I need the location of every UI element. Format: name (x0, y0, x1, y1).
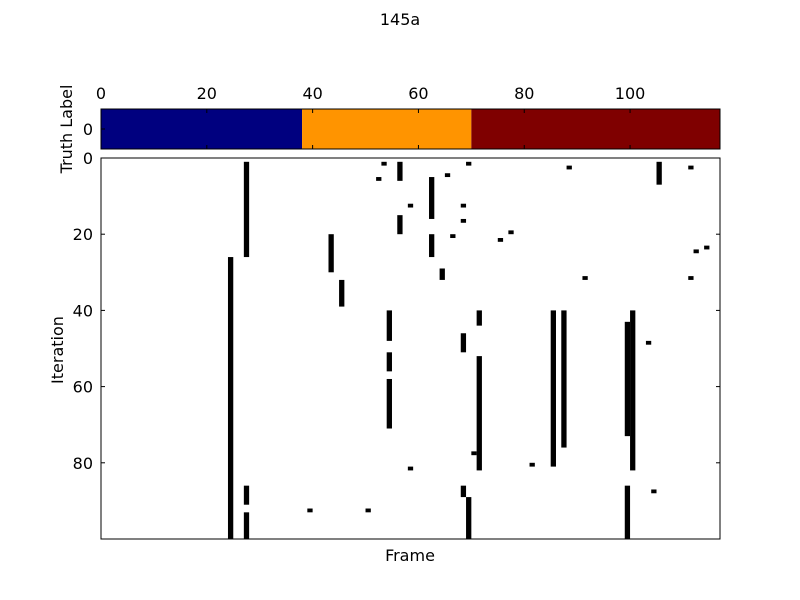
iteration-map-cell-run (429, 177, 435, 219)
truth-label-segments (101, 109, 720, 149)
iteration-map-cell (381, 161, 387, 166)
iteration-map-cell (566, 165, 572, 170)
iteration-map-cell-run (460, 485, 467, 498)
iteration-map-cell-run (561, 310, 567, 448)
iteration-map-cell (497, 238, 504, 242)
truth-label-x-tick-label: 100 (615, 84, 646, 103)
iteration-y-tick-label: 20 (73, 225, 93, 244)
iteration-map-cell (645, 340, 652, 345)
iteration-map-cell-run (439, 268, 445, 280)
truth-label-x-tick-label: 80 (514, 84, 534, 103)
iteration-map-cell (471, 451, 477, 456)
iteration-map-cell-run (624, 485, 631, 539)
iteration-axis-label: Iteration (48, 316, 67, 384)
iteration-map-cell-run (243, 512, 250, 539)
iteration-map-cell-run (328, 234, 334, 273)
iteration-map-cell (444, 173, 451, 178)
iteration-map-cell-run (630, 310, 636, 471)
iteration-map-cells (227, 161, 710, 539)
truth-label-segment-2 (471, 109, 720, 149)
truth-label-segment-1 (302, 109, 472, 149)
iteration-map-cell-run (429, 234, 435, 258)
iteration-map-cell (407, 203, 414, 208)
truth-label-panel: 0 20 40 60 80 100 0 Truth Label (57, 84, 721, 175)
iteration-map-cell (407, 466, 414, 471)
iteration-map-cell (582, 276, 588, 280)
frame-axis-label: Frame (385, 546, 435, 565)
iteration-map-cell (466, 161, 472, 166)
iteration-map-cell-run (476, 310, 482, 326)
truth-label-segment-0 (101, 109, 303, 149)
iteration-map-cell-run (243, 485, 250, 505)
truth-label-axis-label: Truth Label (57, 85, 76, 175)
iteration-map-cell-run (476, 356, 482, 471)
truth-label-x-tick-label: 20 (197, 84, 217, 103)
iteration-map-cell-run (243, 161, 250, 258)
iteration-map-cell (693, 249, 699, 254)
truth-label-x-tick-label: 40 (302, 84, 322, 103)
iteration-map-cell-run (624, 321, 631, 437)
iteration-map-cell (704, 245, 710, 250)
iteration-map-cell-run (466, 497, 472, 539)
iteration-map-cell-run (460, 333, 467, 353)
iteration-map-cell-run (397, 215, 403, 235)
truth-label-x-ticks: 0 20 40 60 80 100 (96, 84, 645, 149)
iteration-map-cell-run (656, 161, 662, 185)
truth-label-x-tick-label: 0 (96, 84, 106, 103)
iteration-map-cell-run (227, 257, 234, 539)
iteration-map-cell (688, 165, 694, 170)
iteration-map-cell-run (550, 310, 556, 467)
iteration-map-background (101, 158, 720, 539)
iteration-y-tick-label: 80 (73, 454, 93, 473)
iteration-map-cell-run (386, 352, 392, 372)
truth-label-y-tick-label: 0 (83, 120, 93, 139)
iteration-map-cell (460, 203, 467, 208)
iteration-map-cell-run (386, 310, 392, 341)
iteration-map-cell (508, 230, 514, 235)
iteration-map-cell-run (397, 161, 403, 181)
truth-label-y-ticks: 0 (83, 120, 105, 139)
iteration-map-cell-run (339, 279, 345, 307)
iteration-map-cell (529, 462, 535, 467)
figure-title: 145a (380, 10, 420, 29)
iteration-map-frame (100, 157, 721, 540)
iteration-map-cell (460, 218, 467, 223)
iteration-map-cell (450, 234, 456, 239)
iteration-map-cell (651, 489, 657, 494)
iteration-y-tick-label: 60 (73, 378, 93, 397)
iteration-map-cell (376, 177, 382, 181)
iteration-map-y-ticks: 0 20 40 60 80 (73, 149, 720, 473)
iteration-map-cell-run (386, 378, 392, 429)
iteration-map-cell (688, 276, 694, 280)
iteration-map-cell (307, 508, 313, 513)
iteration-y-tick-label: 0 (83, 149, 93, 168)
truth-label-x-tick-label: 60 (408, 84, 428, 103)
iteration-map-panel: 0 20 40 60 80 Iteration Frame (48, 149, 721, 565)
iteration-map-cell (365, 508, 371, 513)
iteration-y-tick-label: 40 (73, 301, 93, 320)
